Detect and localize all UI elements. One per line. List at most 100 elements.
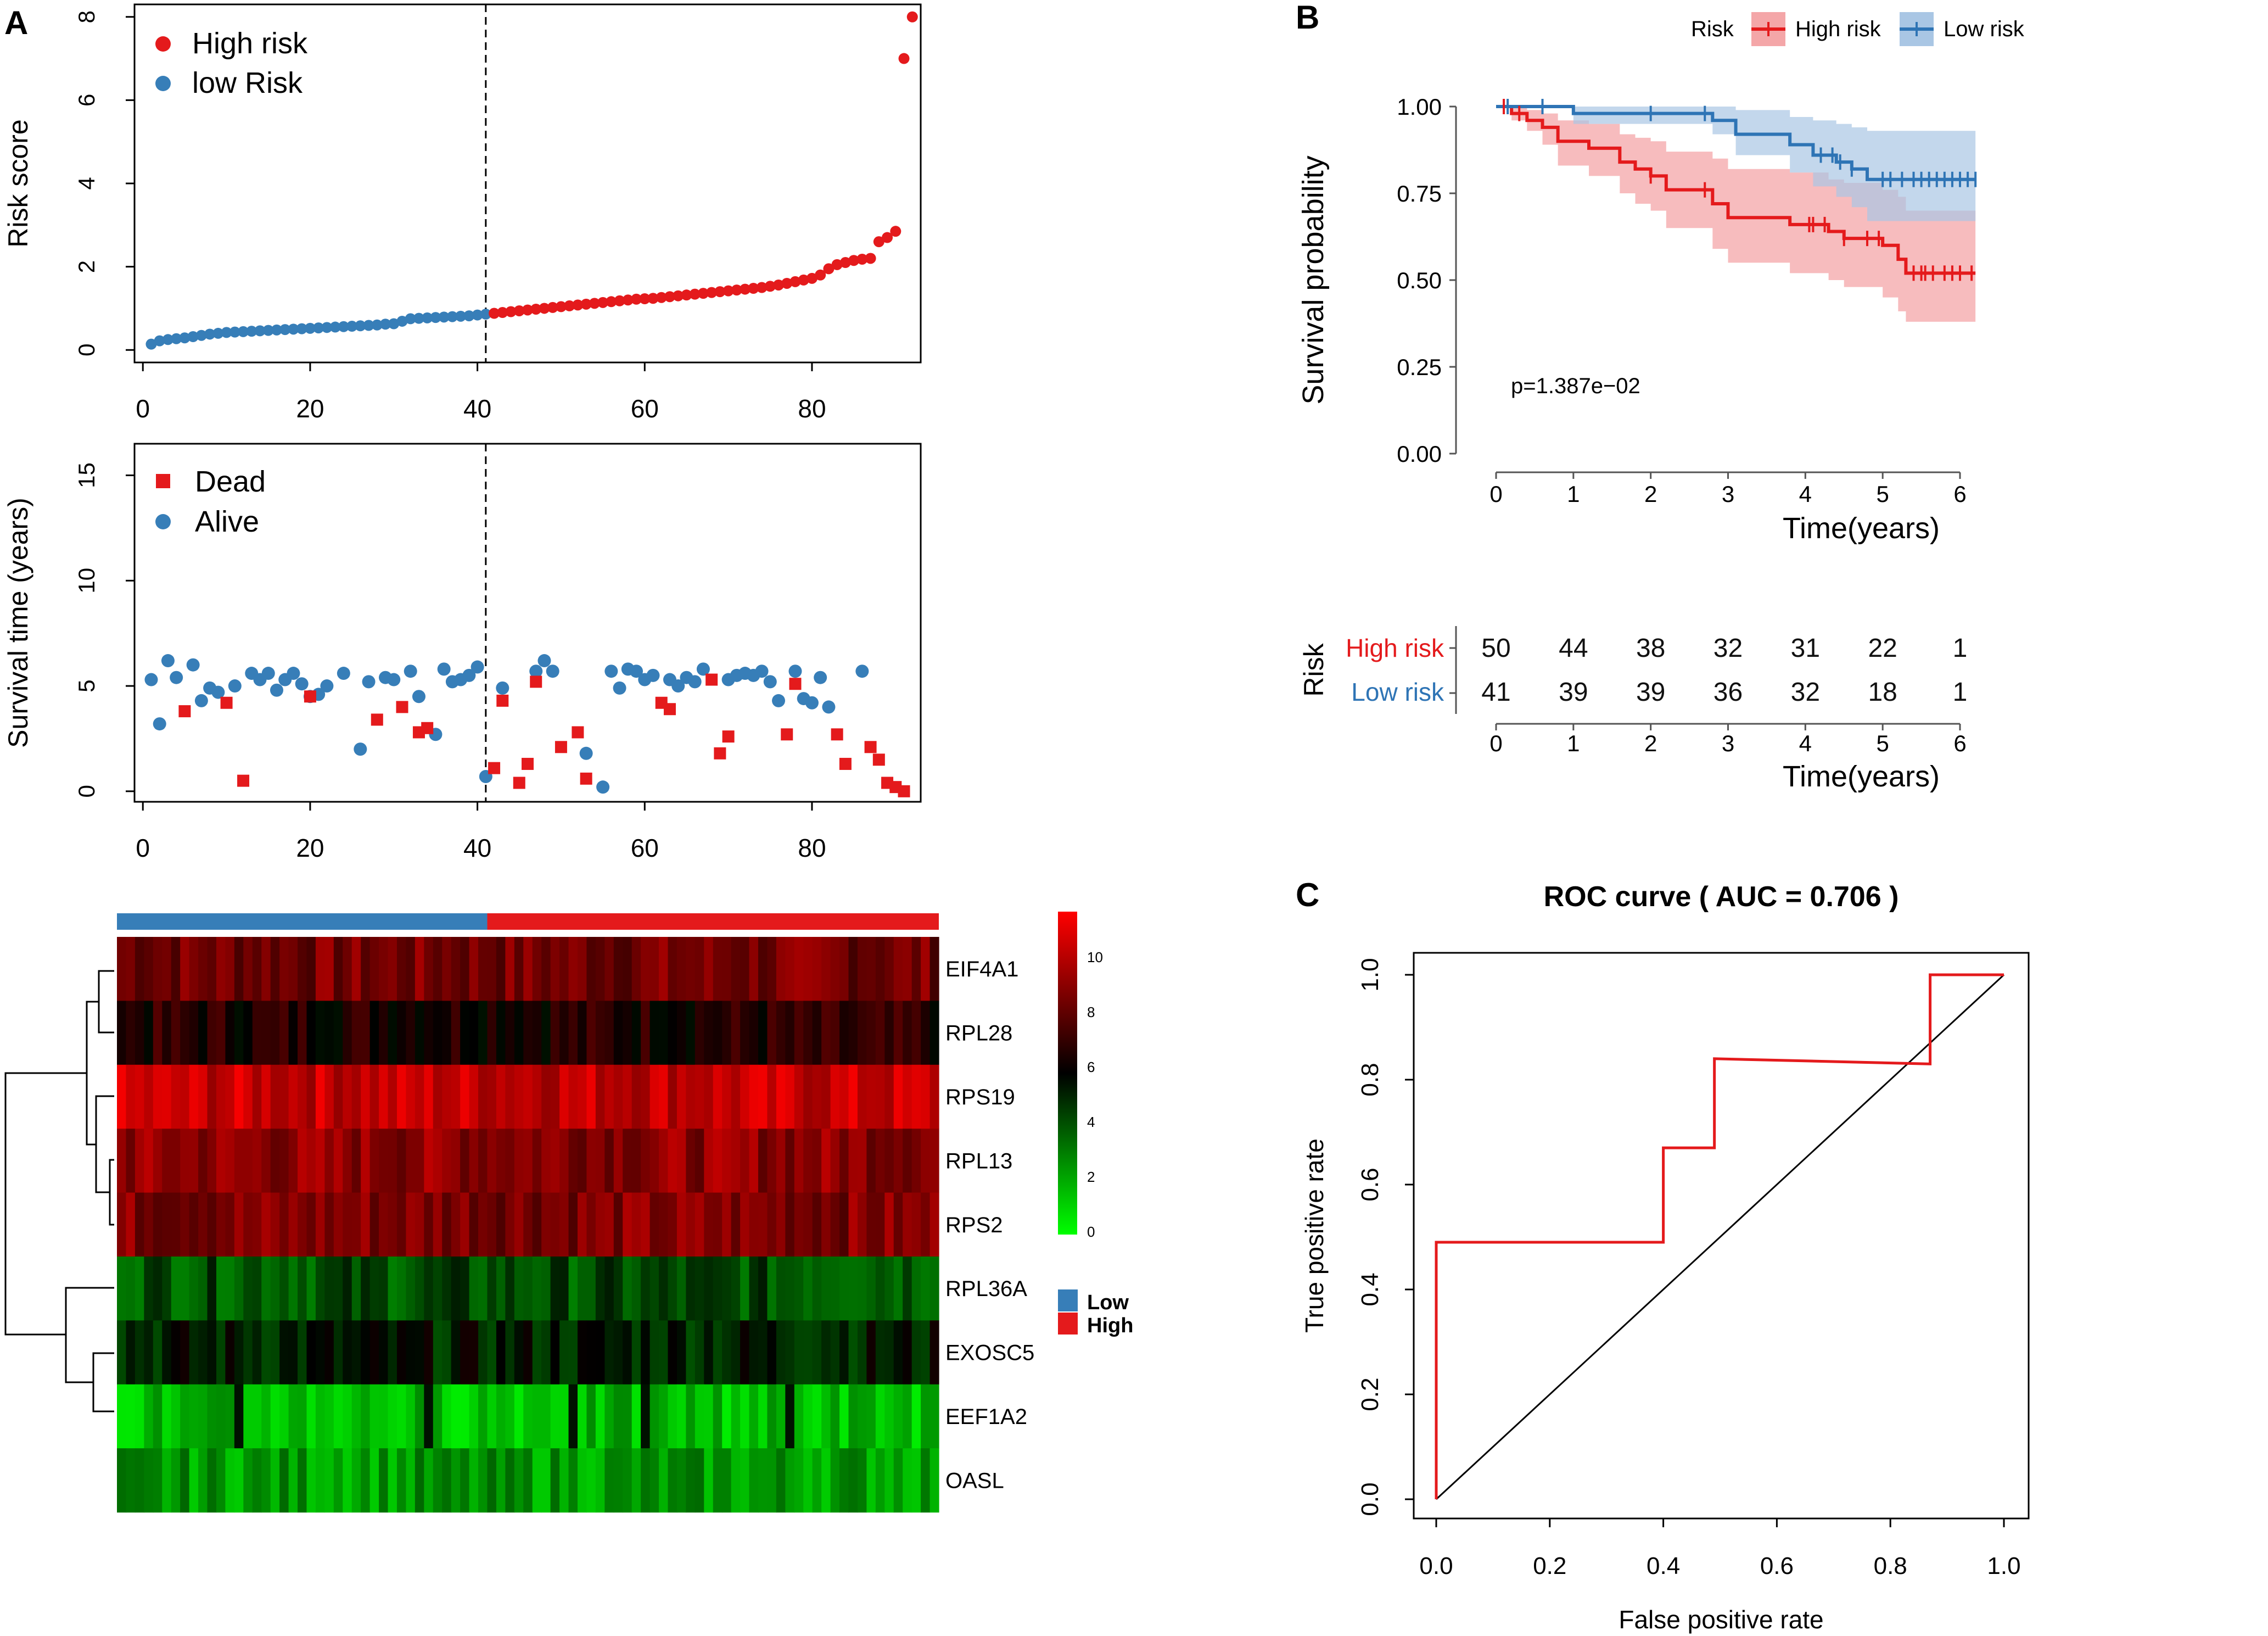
heatmap-cell — [848, 1448, 858, 1513]
heatmap-cell — [740, 1257, 750, 1321]
heatmap-cell — [839, 1064, 849, 1129]
heatmap-cell — [442, 1320, 452, 1385]
alive-point — [772, 694, 786, 707]
heatmap-cell — [433, 1384, 443, 1449]
heatmap-row-label: OASL — [945, 1469, 1004, 1493]
heatmap-cell — [595, 1448, 605, 1513]
heatmap-cell — [686, 1448, 696, 1513]
heatmap-cell — [586, 1192, 596, 1257]
heatmap-cell — [315, 1448, 325, 1513]
heatmap-cell — [433, 1257, 443, 1321]
heatmap-cell — [514, 1384, 524, 1449]
x-tick-label: 0.2 — [1533, 1553, 1566, 1579]
heatmap-cell — [379, 937, 389, 1001]
roc-title: ROC curve ( AUC = 0.706 ) — [1544, 881, 1899, 913]
heatmap-cell — [649, 1384, 659, 1449]
risk-point-high — [848, 255, 860, 266]
dead-point — [371, 713, 383, 726]
risk-point-high — [748, 283, 759, 294]
heatmap-cell — [388, 1384, 397, 1449]
heatmap-cell — [830, 1192, 840, 1257]
heatmap-cell — [261, 1384, 271, 1449]
alive-point — [261, 667, 275, 680]
heatmap-cell — [613, 1129, 623, 1193]
heatmap-cell — [848, 1129, 858, 1193]
heatmap-cell — [415, 1064, 424, 1129]
alive-point — [228, 679, 242, 693]
heatmap-cell — [216, 1257, 226, 1321]
heatmap-cell — [487, 1320, 497, 1385]
heatmap-cell — [369, 1384, 379, 1449]
heatmap-cell — [433, 937, 443, 1001]
risk-point-low — [154, 335, 165, 347]
heatmap-cell — [225, 937, 235, 1001]
heatmap-cell — [767, 1064, 777, 1129]
heatmap-cell — [207, 1192, 217, 1257]
heatmap-cell — [740, 1129, 750, 1193]
heatmap-cell — [604, 1448, 614, 1513]
heatmap-cell — [279, 1448, 289, 1513]
heatmap-cell — [351, 1192, 361, 1257]
heatmap-cell — [803, 1448, 813, 1513]
risk-point-high — [890, 226, 901, 237]
heatmap-cell — [126, 1384, 136, 1449]
heatmap-cell — [821, 1064, 831, 1129]
heatmap-cell — [252, 1129, 262, 1193]
risk-point-low — [313, 322, 324, 334]
risk-point-high — [589, 298, 600, 309]
heatmap-cell — [812, 1192, 822, 1257]
heatmap-cell — [153, 1320, 163, 1385]
y-tick-label: 0.0 — [1357, 1482, 1384, 1516]
alive-point — [755, 665, 769, 678]
dead-point — [237, 774, 250, 787]
y-tick-label: 2 — [74, 260, 99, 273]
heatmap-cell — [442, 1448, 452, 1513]
heatmap-cell — [225, 1257, 235, 1321]
heatmap-cell — [379, 1001, 389, 1065]
heatmap-cell — [514, 1001, 524, 1065]
heatmap-cell — [478, 1384, 488, 1449]
heatmap-cell — [514, 1448, 524, 1513]
heatmap-cell — [550, 1320, 560, 1385]
risk-point-low — [171, 333, 182, 344]
heatmap-cell — [794, 1064, 804, 1129]
heatmap-cell — [153, 1001, 163, 1065]
heatmap-cell — [568, 1192, 578, 1257]
heatmap-cell — [460, 1448, 470, 1513]
heatmap-cell — [541, 937, 551, 1001]
heatmap-cell — [153, 1192, 163, 1257]
heatmap-cell — [207, 1064, 217, 1129]
heatmap-cell — [243, 1001, 253, 1065]
heatmap-cell — [911, 1448, 921, 1513]
heatmap-cell — [406, 937, 416, 1001]
heatmap-cell — [695, 1001, 704, 1065]
heatmap-cell — [252, 1320, 262, 1385]
heatmap-cell — [270, 1384, 280, 1449]
dead-point — [663, 703, 676, 716]
heatmap-cell — [623, 1448, 632, 1513]
heatmap-cell — [568, 1064, 578, 1129]
risk-point-high — [740, 283, 751, 295]
heatmap-cell — [234, 937, 244, 1001]
heatmap-cell — [162, 1192, 172, 1257]
y-tick-label: 1.0 — [1357, 958, 1384, 991]
heatmap-cell — [379, 1384, 389, 1449]
heatmap-cell — [189, 1001, 199, 1065]
heatmap-cell — [388, 1129, 397, 1193]
heatmap-cell — [496, 937, 506, 1001]
heatmap-cell — [839, 1257, 849, 1321]
risk-table-x-axis: 0 1 2 3 4 5 6 — [1449, 626, 1967, 756]
heatmap-cell — [559, 1001, 569, 1065]
heatmap-group-bar — [117, 913, 939, 930]
heatmap-cell — [911, 1064, 921, 1129]
dead-point — [178, 705, 191, 718]
heatmap-cell — [722, 1129, 732, 1193]
heatmap-cell — [857, 1384, 867, 1449]
heatmap-cell — [234, 1257, 244, 1321]
heatmap-cell — [586, 1384, 596, 1449]
heatmap-cell — [758, 1257, 768, 1321]
heatmap-cell — [171, 1320, 181, 1385]
heatmap-cell — [740, 1064, 750, 1129]
heatmap-cell — [921, 1064, 931, 1129]
heatmap-cell — [559, 1129, 569, 1193]
